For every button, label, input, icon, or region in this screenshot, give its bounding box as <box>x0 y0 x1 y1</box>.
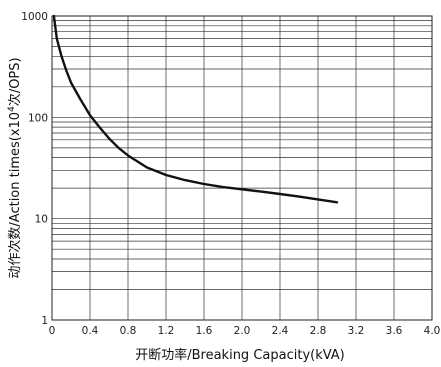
plot-frame <box>51 15 433 321</box>
y-tick-label: 100 <box>28 112 48 124</box>
y-tick-label: 1000 <box>21 11 48 23</box>
series-line <box>52 14 339 204</box>
x-tick-label: 1.6 <box>196 325 213 337</box>
y-axis-title: 动作次数/Action times(x104次/OPS) <box>7 57 23 278</box>
x-tick-label: 4.0 <box>424 325 441 337</box>
x-tick-label: 1.2 <box>158 325 175 337</box>
x-tick-label: 0 <box>49 325 56 337</box>
x-tick-label: 2.4 <box>272 325 289 337</box>
x-tick-label: 0.4 <box>82 325 99 337</box>
y-tick-label: 1 <box>41 315 48 327</box>
grid <box>52 16 432 320</box>
x-tick-label: 2.8 <box>310 325 327 337</box>
x-tick-labels: 0 0.4 0.8 1.2 1.6 2.0 2.4 2.8 3.2 3.6 4.0 <box>49 325 441 337</box>
x-tick-label: 0.8 <box>120 325 137 337</box>
y-tick-label: 10 <box>35 214 48 226</box>
x-tick-label: 2.0 <box>234 325 251 337</box>
x-tick-label: 3.2 <box>348 325 365 337</box>
x-tick-label: 3.6 <box>386 325 403 337</box>
y-tick-labels: 1 10 100 1000 <box>21 11 48 327</box>
x-axis-title: 开断功率/Breaking Capacity(kVA) <box>135 347 345 363</box>
